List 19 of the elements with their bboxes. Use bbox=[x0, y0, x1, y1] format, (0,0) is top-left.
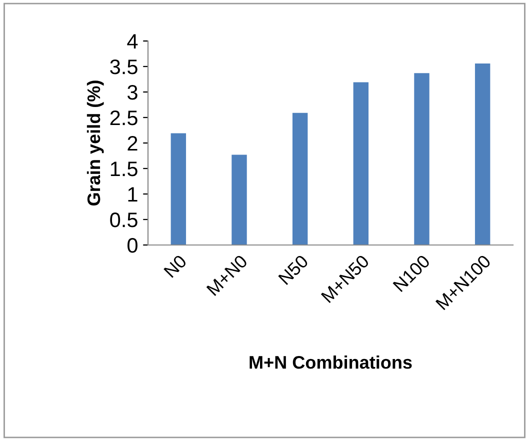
y-axis-title: Grain yeild (%) bbox=[86, 80, 104, 206]
x-tick-label: N50 bbox=[278, 254, 309, 286]
y-tick-label: 2.5 bbox=[110, 110, 138, 126]
y-tick-label: 3.5 bbox=[110, 60, 138, 74]
bar bbox=[414, 73, 430, 245]
bar bbox=[232, 154, 247, 245]
bar bbox=[474, 63, 490, 245]
y-tick-label: 1 bbox=[128, 187, 138, 202]
x-axis-title: M+N Combinations bbox=[250, 356, 412, 369]
x-tick-label: N0 bbox=[163, 254, 188, 278]
bar bbox=[170, 133, 186, 245]
bar bbox=[292, 112, 308, 245]
y-tick-label: 3 bbox=[127, 85, 138, 100]
y-tick-label: 2 bbox=[128, 136, 138, 151]
y-tick-label: 0.5 bbox=[110, 212, 138, 228]
y-tick-label: 1.5 bbox=[110, 162, 138, 176]
bar bbox=[353, 82, 369, 245]
y-tick-label: 0 bbox=[128, 238, 138, 253]
y-tick-label: 4 bbox=[127, 34, 138, 49]
